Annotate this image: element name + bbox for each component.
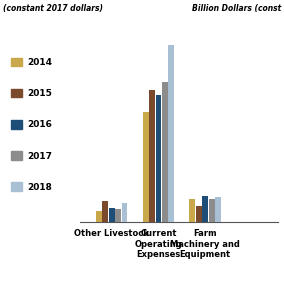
Text: 2015: 2015 — [27, 89, 52, 98]
Bar — [115, 209, 121, 222]
Bar — [209, 199, 215, 222]
Text: (constant 2017 dollars): (constant 2017 dollars) — [3, 4, 103, 13]
Bar — [156, 95, 161, 222]
Bar — [109, 208, 115, 222]
Text: Billion Dollars (const: Billion Dollars (const — [192, 4, 281, 13]
Bar — [143, 112, 149, 222]
Bar — [168, 45, 174, 222]
Bar — [189, 199, 195, 222]
Bar — [96, 211, 102, 222]
Bar — [196, 206, 202, 222]
Text: 2016: 2016 — [27, 120, 52, 130]
Text: 2018: 2018 — [27, 183, 52, 192]
Bar — [149, 90, 155, 222]
Bar — [215, 197, 221, 222]
Text: 2014: 2014 — [27, 58, 52, 67]
Text: 2017: 2017 — [27, 152, 52, 161]
Bar — [122, 203, 128, 222]
Bar — [102, 201, 108, 222]
Bar — [202, 196, 208, 222]
Bar — [162, 82, 168, 222]
